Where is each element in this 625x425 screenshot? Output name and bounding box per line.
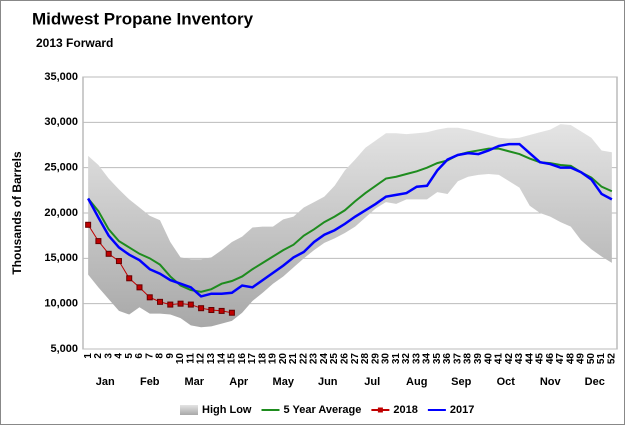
x-tick-label: 42: [504, 353, 515, 365]
legend-label: 2017: [450, 404, 474, 416]
month-label: Sep: [451, 376, 471, 388]
y-tick-label: 20,000: [44, 207, 78, 219]
x-tick-label: 14: [216, 353, 227, 365]
x-tick-label: 27: [350, 353, 361, 365]
point-marker: [115, 258, 122, 265]
x-tick-label: 29: [370, 353, 381, 365]
x-tick-label: 35: [432, 353, 443, 365]
x-tick-label: 12: [196, 353, 207, 365]
month-label: Jan: [96, 376, 115, 388]
legend-label: 5 Year Average: [284, 404, 362, 416]
x-tick-label: 30: [381, 353, 392, 365]
x-tick-label: 8: [155, 353, 166, 359]
x-tick-label: 41: [494, 353, 505, 365]
x-tick-label: 2: [93, 353, 104, 359]
month-label: Jun: [318, 376, 338, 388]
month-label: Mar: [184, 376, 204, 388]
x-tick-label: 51: [596, 353, 607, 365]
y-axis-label: Thousands of Barrels: [10, 151, 24, 275]
month-label: Apr: [229, 376, 249, 388]
month-label: Feb: [140, 376, 160, 388]
x-tick-label: 45: [535, 353, 546, 365]
legend-swatch: [377, 407, 383, 413]
y-tick-label: 35,000: [44, 71, 78, 83]
legend-swatch: [180, 405, 198, 415]
x-tick-label: 10: [175, 353, 186, 365]
y-tick-label: 30,000: [44, 116, 78, 128]
x-tick-label: 40: [483, 353, 494, 365]
x-tick-label: 49: [576, 353, 587, 365]
point-marker: [187, 301, 194, 308]
point-marker: [95, 238, 102, 245]
x-tick-label: 38: [463, 353, 474, 365]
legend-label: High Low: [202, 404, 252, 416]
month-label: Dec: [585, 376, 605, 388]
x-tick-label: 1: [83, 353, 94, 359]
x-tick-label: 20: [278, 353, 289, 365]
x-tick-label: 13: [206, 353, 217, 365]
month-label: Jul: [364, 376, 380, 388]
x-tick-label: 19: [268, 353, 279, 365]
high-low-band: [88, 124, 612, 328]
month-label: May: [273, 376, 295, 388]
x-tick-label: 22: [298, 353, 309, 365]
x-tick-label: 39: [473, 353, 484, 365]
x-tick-label: 32: [401, 353, 412, 365]
x-tick-label: 7: [144, 353, 155, 359]
y-tick-label: 25,000: [44, 162, 78, 174]
chart-title: Midwest Propane Inventory: [32, 9, 254, 28]
x-tick-label: 3: [103, 353, 114, 359]
y-tick-label: 10,000: [44, 298, 78, 310]
point-marker: [218, 307, 225, 314]
x-tick-label: 28: [360, 353, 371, 365]
point-marker: [208, 307, 215, 314]
x-tick-label: 16: [237, 353, 248, 365]
x-tick-label: 34: [422, 353, 433, 365]
point-marker: [167, 301, 174, 308]
month-label: Aug: [406, 376, 427, 388]
month-label: Nov: [540, 376, 562, 388]
y-tick-label: 5,000: [50, 343, 78, 355]
x-tick-label: 26: [340, 353, 351, 365]
x-tick-label: 33: [411, 353, 422, 365]
point-marker: [157, 298, 164, 305]
x-tick-label: 48: [565, 353, 576, 365]
month-label: Oct: [497, 376, 516, 388]
x-tick-label: 47: [555, 353, 566, 365]
point-marker: [85, 221, 92, 228]
point-marker: [105, 250, 112, 257]
legend-label: 2018: [393, 404, 417, 416]
x-tick-label: 6: [134, 353, 145, 359]
x-tick-label: 50: [586, 353, 597, 365]
x-tick-label: 24: [319, 353, 330, 365]
y-tick-label: 15,000: [44, 252, 78, 264]
x-tick-label: 17: [247, 353, 258, 365]
x-tick-label: 46: [545, 353, 556, 365]
point-marker: [126, 275, 133, 282]
x-tick-label: 15: [227, 353, 238, 365]
x-tick-label: 4: [114, 353, 125, 359]
x-tick-label: 18: [257, 353, 268, 365]
x-tick-label: 37: [452, 353, 463, 365]
series-line: [87, 142, 613, 298]
x-tick-label: 44: [524, 353, 535, 365]
chart-subtitle: 2013 Forward: [36, 36, 113, 50]
point-marker: [177, 300, 184, 307]
x-tick-label: 9: [165, 353, 176, 359]
point-marker: [198, 305, 205, 312]
point-marker: [136, 284, 143, 291]
point-marker: [146, 294, 153, 301]
x-tick-label: 31: [391, 353, 402, 365]
x-tick-label: 25: [329, 353, 340, 365]
x-tick-label: 52: [607, 353, 618, 365]
x-tick-label: 36: [442, 353, 453, 365]
point-marker: [228, 309, 235, 316]
x-tick-label: 23: [309, 353, 320, 365]
x-tick-label: 5: [124, 353, 135, 359]
x-tick-label: 21: [288, 353, 299, 365]
x-tick-label: 11: [185, 353, 196, 364]
x-tick-label: 43: [514, 353, 525, 365]
